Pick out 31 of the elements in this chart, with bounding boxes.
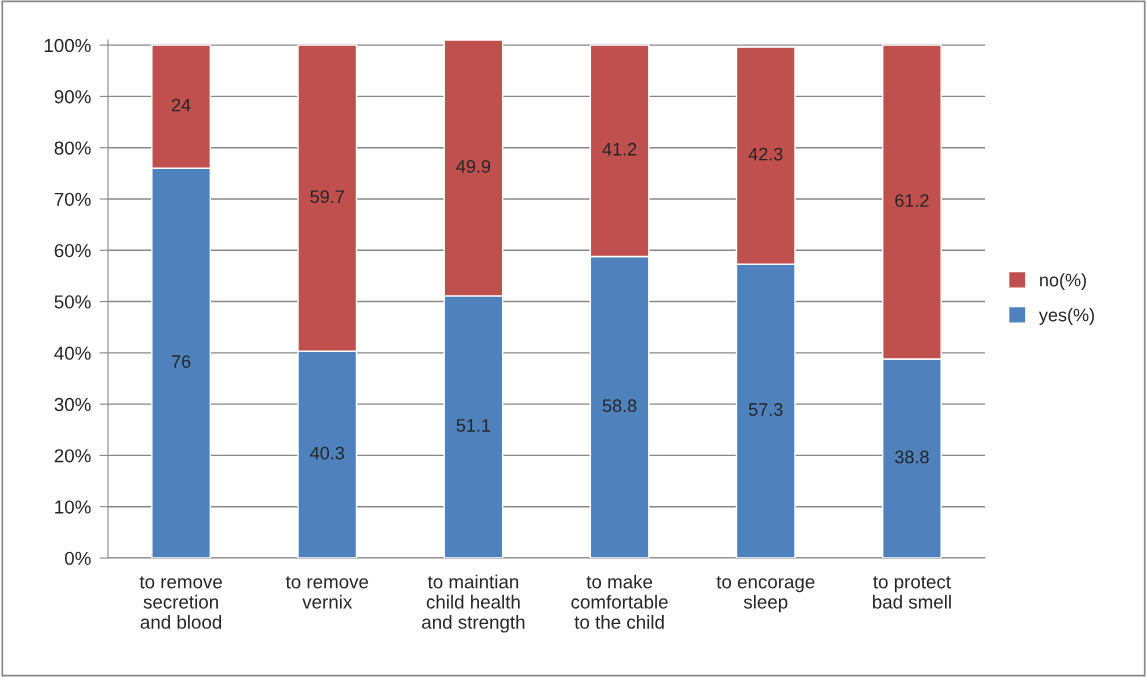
x-tick-label: to protect bad smell [873, 576, 951, 609]
data-label: 51.1 [456, 419, 491, 432]
x-tick-label: to make comfortable to the child [571, 574, 668, 629]
y-tick-label: 30% [54, 397, 91, 412]
data-label: 49.9 [456, 160, 491, 173]
legend-label: no(%) [1040, 273, 1086, 290]
y-tick-label: 40% [54, 346, 91, 360]
y-tick-label: 70% [54, 192, 91, 206]
y-tick-label: 10% [55, 500, 91, 514]
y-tick-label: 90% [54, 90, 91, 104]
data-label: 41.2 [602, 142, 637, 156]
legend-label: yes(%) [1038, 308, 1094, 325]
x-tick-label: to encorage sleep [716, 576, 815, 613]
data-label: 38.8 [895, 450, 929, 464]
y-tick-label: 20% [54, 449, 91, 463]
y-tick-label: 60% [54, 243, 91, 258]
x-tick-label: to maintian child health and strength [422, 574, 525, 633]
data-label: 58.8 [602, 399, 637, 413]
data-label: 24 [171, 98, 191, 112]
y-tick-label: 100% [44, 38, 91, 53]
y-tick-label: 50% [54, 295, 91, 309]
data-label: 57.3 [748, 403, 783, 416]
data-label: 42.3 [748, 147, 783, 161]
data-label: 40.3 [310, 446, 345, 460]
y-tick-label: 0% [64, 551, 91, 565]
y-tick-label: 80% [54, 141, 91, 155]
data-label: 59.7 [310, 190, 344, 204]
data-label: 76 [171, 355, 191, 368]
data-label: 61.2 [895, 194, 929, 207]
x-tick-label: to remove vernix [285, 576, 369, 609]
x-tick-label: to remove secretion and blood [139, 576, 222, 629]
